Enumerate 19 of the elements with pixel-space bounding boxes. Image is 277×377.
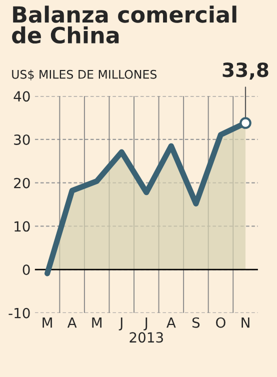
annotation: 33,8 bbox=[222, 62, 268, 80]
y-tick-label: 30 bbox=[14, 134, 30, 145]
chart-subtitle: US$ MILES DE MILLONES bbox=[12, 70, 157, 80]
x-tick-label: J bbox=[118, 318, 122, 330]
x-tick-label: A bbox=[166, 318, 176, 328]
x-tick-label: N bbox=[242, 318, 250, 328]
x-axis-title: 2013 bbox=[130, 332, 163, 343]
y-tick-label: 10 bbox=[14, 221, 30, 232]
x-tick-label: J bbox=[144, 318, 148, 330]
chart-title: Balanza comercial de China bbox=[12, 6, 236, 44]
y-tick-label: 40 bbox=[14, 91, 30, 102]
y-tick-label: 20 bbox=[14, 178, 30, 188]
y-tick-label: -10 bbox=[8, 308, 30, 318]
y-tick-label: 0 bbox=[22, 264, 30, 276]
x-tick-label: O bbox=[216, 317, 226, 328]
x-tick-label: S bbox=[192, 317, 200, 328]
x-tick-label: A bbox=[67, 318, 77, 328]
x-tick-label: M bbox=[42, 318, 52, 328]
x-tick-label: M bbox=[92, 318, 102, 328]
